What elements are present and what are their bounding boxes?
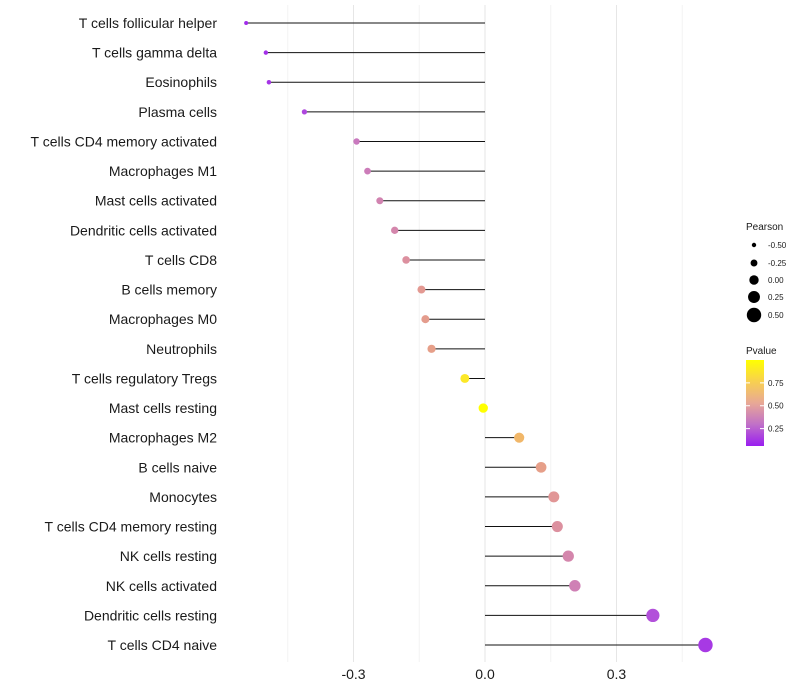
x-tick-label: -0.3	[341, 666, 365, 682]
category-label: NK cells resting	[120, 548, 217, 564]
lollipop-points	[244, 21, 713, 653]
category-label: Dendritic cells resting	[84, 607, 217, 623]
category-label: T cells follicular helper	[79, 15, 218, 31]
size-legend-key	[748, 291, 760, 303]
category-label: Macrophages M0	[109, 311, 217, 327]
lollipop-point	[562, 550, 574, 562]
lollipop-point	[263, 50, 269, 55]
lollipop-point	[514, 432, 525, 443]
y-axis-labels: T cells follicular helper T cells gamma d…	[31, 15, 218, 653]
lollipop-point	[548, 491, 560, 503]
lollipop-point	[391, 226, 399, 235]
category-label: Dendritic cells activated	[70, 222, 217, 238]
color-legend-label: 0.50	[768, 402, 784, 411]
lollipop-point	[551, 521, 563, 533]
size-legend-title: Pearson	[746, 222, 783, 233]
lollipop-point	[266, 80, 272, 85]
category-label: Macrophages M2	[109, 430, 217, 446]
pvalue-color-legend: Pvalue 0.75 0.50 0.25	[746, 346, 784, 446]
size-legend-key	[750, 259, 758, 267]
lollipop-point	[417, 285, 426, 294]
category-label: T cells CD4 memory activated	[31, 133, 217, 149]
lollipop-point	[376, 197, 384, 205]
category-label: T cells CD4 memory resting	[45, 519, 217, 535]
lollipop-point	[698, 637, 713, 653]
category-label: Plasma cells	[138, 104, 217, 120]
color-legend-title: Pvalue	[746, 346, 777, 357]
color-legend-label: 0.25	[768, 425, 784, 434]
size-legend-key	[749, 275, 759, 285]
category-label: B cells naive	[138, 459, 217, 475]
category-label: Mast cells resting	[109, 400, 217, 416]
lollipop-point	[353, 138, 360, 145]
size-legend-label: 0.25	[768, 293, 784, 302]
size-legend-label: -0.50	[768, 241, 787, 250]
category-label: Eosinophils	[145, 74, 217, 90]
color-legend-bar	[746, 360, 764, 446]
category-label: T cells gamma delta	[92, 45, 217, 61]
category-label: Monocytes	[149, 489, 217, 505]
lollipop-point	[478, 403, 488, 413]
category-label: B cells memory	[121, 282, 217, 298]
size-legend-key	[751, 242, 757, 248]
x-axis: -0.3 0.0 0.3	[341, 666, 626, 682]
pearson-size-legend: Pearson -0.50 -0.25 0.00 0.25 0.50	[746, 222, 787, 323]
size-legend-key	[746, 307, 762, 323]
lollipop-point	[421, 315, 430, 324]
category-label: T cells CD8	[145, 252, 217, 268]
category-label: Mast cells activated	[95, 193, 217, 209]
lollipop-point	[646, 608, 660, 623]
size-legend-label: -0.25	[768, 259, 787, 268]
size-legend-label: 0.00	[768, 276, 784, 285]
category-label: Macrophages M1	[109, 163, 217, 179]
lollipop-point	[427, 344, 436, 353]
category-label: T cells CD4 naive	[108, 637, 218, 653]
lollipop-point	[460, 373, 470, 383]
lollipop-point	[569, 580, 581, 592]
lollipop-stems	[246, 22, 706, 646]
category-label: T cells regulatory Tregs	[72, 370, 217, 386]
lollipop-point	[301, 109, 308, 115]
size-legend-label: 0.50	[768, 311, 784, 320]
lollipop-point	[364, 167, 371, 175]
category-label: NK cells activated	[106, 578, 217, 594]
lollipop-point	[535, 461, 547, 473]
grid-lines	[287, 5, 683, 662]
color-legend-label: 0.75	[768, 379, 784, 388]
lollipop-point	[244, 21, 249, 25]
x-tick-label: 0.3	[607, 666, 627, 682]
category-label: Neutrophils	[146, 341, 217, 357]
x-tick-label: 0.0	[475, 666, 495, 682]
lollipop-point	[402, 256, 410, 264]
